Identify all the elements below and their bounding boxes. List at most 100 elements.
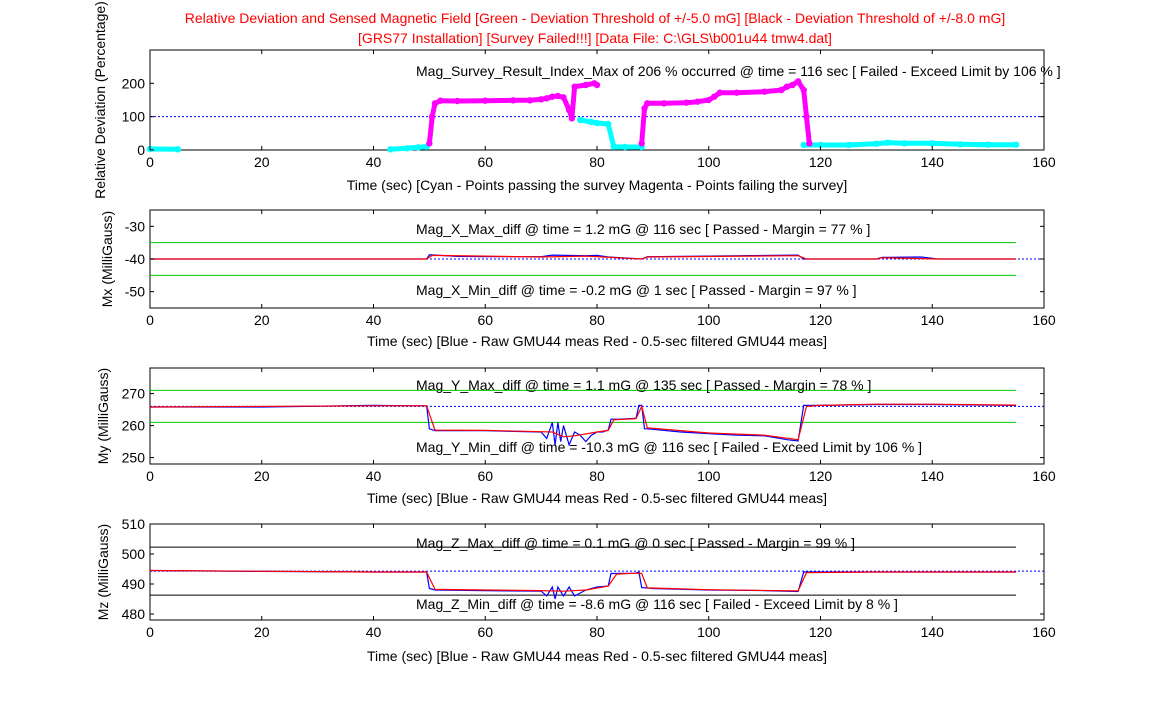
relative-deviation-series-0-point-2-3 (604, 120, 612, 128)
relative-deviation-xtick-label: 80 (589, 154, 605, 170)
relative-deviation-series-1-point-0-4 (454, 97, 461, 105)
my-xtick-label: 0 (146, 468, 154, 484)
relative-deviation-ylabel: Relative Deviation (Percentage) (92, 1, 108, 199)
relative-deviation-xtick-label: 100 (697, 154, 721, 170)
relative-deviation-series-0-point-3-9 (1012, 141, 1020, 148)
mx-ytick-label: -40 (125, 251, 145, 267)
mz-ytick-label: 490 (122, 576, 146, 592)
mz-xtick-label: 160 (1032, 624, 1056, 640)
mz-ytick-label: 510 (122, 516, 146, 532)
mz-xtick-label: 60 (477, 624, 493, 640)
relative-deviation-series-0-point-3-3 (873, 140, 880, 147)
relative-deviation-series-0-point-2-4 (610, 143, 617, 150)
mz-max-annotation: Mag_Z_Max_diff @ time = 0.1 mG @ 0 sec [… (416, 535, 855, 551)
relative-deviation-series-1-point-1-12 (783, 83, 791, 90)
relative-deviation-ytick-label: 200 (122, 75, 146, 91)
mx-xtick-label: 100 (697, 312, 721, 328)
mz-xlabel: Time (sec) [Blue - Raw GMU44 meas Red - … (367, 648, 827, 664)
relative-deviation-annotation: Mag_Survey_Result_Index_Max of 206 % occ… (416, 63, 1061, 79)
relative-deviation-xlabel: Time (sec) [Cyan - Points passing the su… (347, 177, 848, 193)
mz-ytick-label: 480 (122, 606, 146, 622)
relative-deviation-series-1-point-0-14 (568, 115, 576, 122)
mx-xlabel: Time (sec) [Blue - Raw GMU44 meas Red - … (367, 333, 827, 349)
relative-deviation-series-1-point-1-7 (711, 93, 718, 100)
my-series-1-line (149, 403, 1017, 441)
relative-deviation-series-0-point-3-6 (929, 140, 936, 147)
relative-deviation-series-1-point-0-12 (560, 94, 567, 101)
relative-deviation-panel: Mag_Survey_Result_Index_Max of 206 % occ… (92, 1, 1061, 199)
relative-deviation-series-0-point-2-1 (588, 118, 595, 126)
my-xtick-label: 60 (477, 468, 493, 484)
relative-deviation-series-0-point-3-8 (984, 141, 992, 148)
my-xlabel: Time (sec) [Blue - Raw GMU44 meas Red - … (367, 490, 827, 506)
mz-xtick-label: 120 (809, 624, 833, 640)
mx-ytick-label: -50 (125, 284, 145, 300)
mx-xtick-label: 140 (921, 312, 945, 328)
relative-deviation-series-1-point-1-14 (794, 78, 802, 85)
relative-deviation-series-0-point-3-5 (901, 140, 908, 147)
my-xtick-label: 100 (697, 468, 721, 484)
my-xtick-label: 80 (589, 468, 605, 484)
mx-ytick-label: -30 (125, 218, 145, 234)
relative-deviation-series-0-point-2-2 (593, 119, 601, 127)
mx-ylabel: Mx (MilliGauss) (99, 211, 115, 307)
relative-deviation-series-0-point-3-1 (817, 141, 824, 149)
mz-series-1-line (149, 569, 1017, 592)
my-ytick-label: 250 (122, 450, 146, 466)
relative-deviation-series-1-point-0-11 (554, 92, 562, 100)
relative-deviation-series-0-point-2-5 (621, 143, 629, 151)
my-xtick-label: 120 (809, 468, 833, 484)
my-xtick-label: 160 (1032, 468, 1056, 484)
relative-deviation-series-1-point-1-11 (778, 86, 785, 94)
mz-xtick-label: 140 (921, 624, 945, 640)
my-panel: Mag_Y_Max_diff @ time = 1.1 mG @ 135 sec… (95, 367, 1056, 506)
relative-deviation-xtick-label: 140 (921, 154, 945, 170)
relative-deviation-series-1-point-0-0 (426, 140, 433, 147)
relative-deviation-series-1-point-1-13 (789, 81, 796, 89)
relative-deviation-series-1-point-0-18 (593, 81, 601, 89)
mz-xtick-label: 40 (366, 624, 382, 640)
relative-deviation-series-1-point-0-16 (582, 81, 590, 89)
mz-ytick-label: 500 (122, 546, 146, 562)
relative-deviation-series-0-segment-1 (387, 144, 430, 152)
relative-deviation-xtick-label: 20 (254, 154, 270, 170)
my-plot-frame (149, 367, 1045, 465)
relative-deviation-series-0-point-1-1 (403, 145, 411, 152)
mx-series-1-line (150, 254, 1017, 260)
relative-deviation-series-1-point-1-6 (705, 96, 712, 104)
relative-deviation-xtick-label: 60 (477, 154, 493, 170)
my-max-annotation: Mag_Y_Max_diff @ time = 1.1 mG @ 135 sec… (416, 377, 871, 393)
relative-deviation-series-0-point-3-0 (800, 141, 807, 149)
relative-deviation-xtick-label: 0 (146, 154, 154, 170)
relative-deviation-series-1-point-0-5 (482, 97, 489, 104)
relative-deviation-xtick-label: 40 (366, 154, 382, 170)
relative-deviation-series-0-point-0-1 (174, 146, 182, 153)
relative-deviation-series-1-point-0-9 (543, 95, 550, 102)
relative-deviation-plot-frame (149, 49, 1045, 151)
relative-deviation-series-0-segment-3 (801, 140, 1019, 148)
relative-deviation-series-1-point-0-3 (437, 97, 444, 104)
relative-deviation-series-1-point-0-10 (549, 93, 556, 100)
relative-deviation-series-1-point-0-8 (537, 96, 545, 103)
relative-deviation-series-1-point-1-3 (660, 100, 668, 107)
relative-deviation-series-0-point-1-2 (415, 144, 422, 151)
mz-xtick-label: 20 (254, 624, 270, 640)
figure-title-line2: [GRS77 Installation] [Survey Failed!!!] … (358, 30, 832, 46)
relative-deviation-series-0-point-3-4 (884, 139, 891, 146)
relative-deviation-series-1-point-1-4 (683, 99, 690, 106)
figure-title-line1: Relative Deviation and Sensed Magnetic F… (185, 10, 1005, 26)
my-ylabel: My (MilliGauss) (95, 368, 111, 464)
relative-deviation-series-1-point-1-16 (803, 113, 810, 120)
relative-deviation-ytick-label: 0 (137, 142, 145, 158)
mz-xtick-label: 0 (146, 624, 154, 640)
mx-max-annotation: Mag_X_Max_diff @ time = 1.2 mG @ 116 sec… (416, 221, 870, 237)
relative-deviation-series-0-point-3-2 (845, 141, 852, 149)
relative-deviation-series-0-point-3-7 (956, 141, 964, 148)
relative-deviation-xtick-label: 120 (809, 154, 833, 170)
mz-xtick-label: 80 (589, 624, 605, 640)
mx-xtick-label: 20 (254, 312, 270, 328)
mx-xtick-label: 40 (366, 312, 382, 328)
relative-deviation-series-1-point-0-7 (526, 97, 534, 104)
mz-xtick-label: 100 (697, 624, 721, 640)
